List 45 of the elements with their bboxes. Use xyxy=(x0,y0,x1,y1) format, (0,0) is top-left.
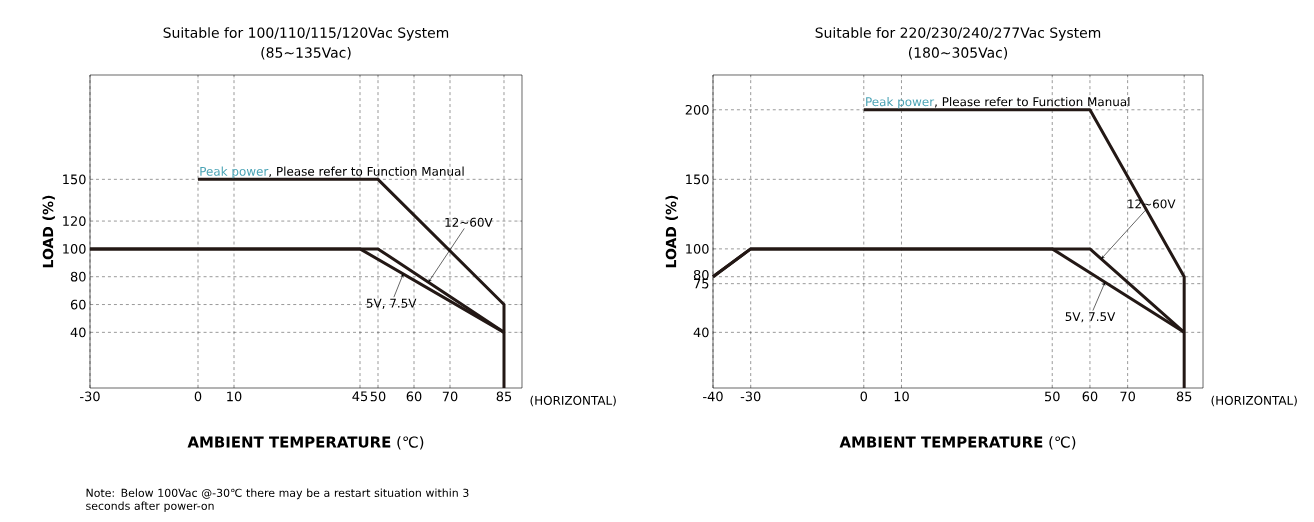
text: Note: Below 100Vac @-30℃ there may be a restart situation within 3 seconds after power-on xyxy=(86,488,469,513)
x-tick-label: 60 xyxy=(1082,391,1098,402)
chart-subtitle: (85~135Vac) xyxy=(261,47,351,60)
x-tick-label: 85 xyxy=(1176,391,1192,402)
y-tick-label: 40 xyxy=(693,327,709,338)
x-tick-label: -30 xyxy=(80,391,100,402)
x-tick-label: 0 xyxy=(860,391,868,402)
x-tick-label: 60 xyxy=(406,391,422,402)
x-tick-label: 50 xyxy=(1045,391,1060,402)
y-tick-label: 150 xyxy=(63,174,86,185)
text: (HORIZONTAL) xyxy=(530,395,616,407)
x-axis-title: AMBIENT TEMPERATURE (℃) xyxy=(839,436,1076,450)
y-tick-label: 75 xyxy=(694,278,709,289)
series-label: 5V, 7.5V xyxy=(1065,312,1116,323)
y-tick-label: 60 xyxy=(70,299,86,310)
y-tick-label: 80 xyxy=(70,271,86,282)
x-tick-label: -40 xyxy=(703,391,723,402)
y-tick-label: 100 xyxy=(63,243,86,254)
text: (HORIZONTAL) xyxy=(1211,395,1297,407)
y-tick-label: 150 xyxy=(686,174,709,185)
x-tick-label: 50 xyxy=(370,391,386,402)
y-tick-label: 40 xyxy=(70,327,86,338)
x-tick-label: 70 xyxy=(442,391,458,402)
y-axis-title: LOAD (%) xyxy=(42,195,55,268)
x-tick-label: 10 xyxy=(227,391,242,402)
x-tick-label: -30 xyxy=(740,391,761,402)
x-tick-label: 10 xyxy=(894,391,909,402)
chart-title: Suitable for 100/110/115/120Vac System xyxy=(163,27,449,41)
series-label: Peak power xyxy=(200,166,269,179)
y-tick-label: 200 xyxy=(685,104,709,115)
x-tick-label: 70 xyxy=(1120,391,1136,402)
x-tick-label: 0 xyxy=(194,391,202,402)
series-label: 5V, 7.5V xyxy=(366,298,417,309)
x-tick-label: 45 xyxy=(352,391,368,402)
series-label: Peak power xyxy=(866,97,935,109)
text: 12~60V xyxy=(445,217,493,227)
y-axis-title: LOAD (%) xyxy=(665,195,678,268)
chart-subtitle: (180~305Vac) xyxy=(908,47,1008,60)
annotation: , Please refer to Function Manual xyxy=(269,166,464,178)
y-tick-label: 120 xyxy=(63,216,86,226)
y-tick-label: 100 xyxy=(686,243,709,254)
x-axis-title: AMBIENT TEMPERATURE (℃) xyxy=(187,436,424,450)
annotation: , Please refer to Function Manual xyxy=(935,97,1130,108)
chart-title: Suitable for 220/230/240/277Vac System xyxy=(815,27,1101,41)
x-tick-label: 85 xyxy=(496,391,512,402)
